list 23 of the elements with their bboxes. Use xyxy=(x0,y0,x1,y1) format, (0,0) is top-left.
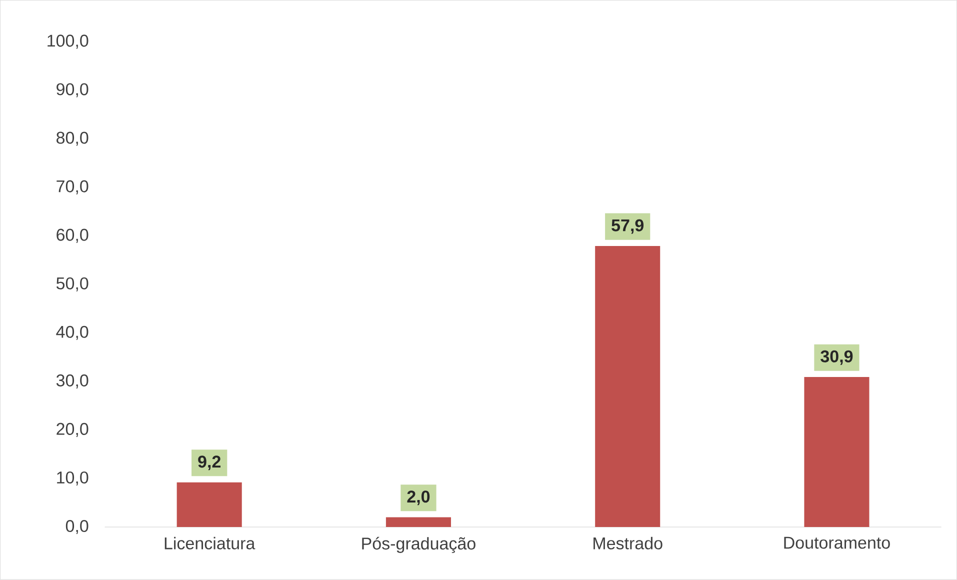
x-tick-label: Licenciatura xyxy=(164,537,256,550)
bar xyxy=(176,482,242,528)
x-tick-label: Doutoramento xyxy=(784,537,890,549)
y-tick-label: 100,0 xyxy=(48,34,88,49)
y-tick-label: 80,0 xyxy=(56,132,88,146)
y-tick-label: 20,0 xyxy=(56,423,88,438)
bar xyxy=(804,377,870,528)
x-tick-label: Mestrado xyxy=(594,537,662,550)
y-tick-label: 10,0 xyxy=(57,472,88,486)
y-tick-label: 60,0 xyxy=(56,228,88,243)
data-label: 57,9 xyxy=(612,219,644,234)
y-tick-label: 40,0 xyxy=(56,326,88,340)
y-tick-label: 90,0 xyxy=(56,83,88,98)
data-label: 9,2 xyxy=(198,456,220,470)
bar xyxy=(386,517,451,528)
y-tick-label: 30,0 xyxy=(56,374,88,389)
bar xyxy=(595,246,660,528)
y-tick-label: 50,0 xyxy=(56,277,88,292)
data-label: 2,0 xyxy=(407,490,430,506)
y-tick-label: 70,0 xyxy=(56,180,88,194)
data-label: 30,9 xyxy=(820,350,853,365)
x-tick-label: Pós-graduação xyxy=(362,537,476,554)
y-tick-label: 0,0 xyxy=(66,520,88,534)
